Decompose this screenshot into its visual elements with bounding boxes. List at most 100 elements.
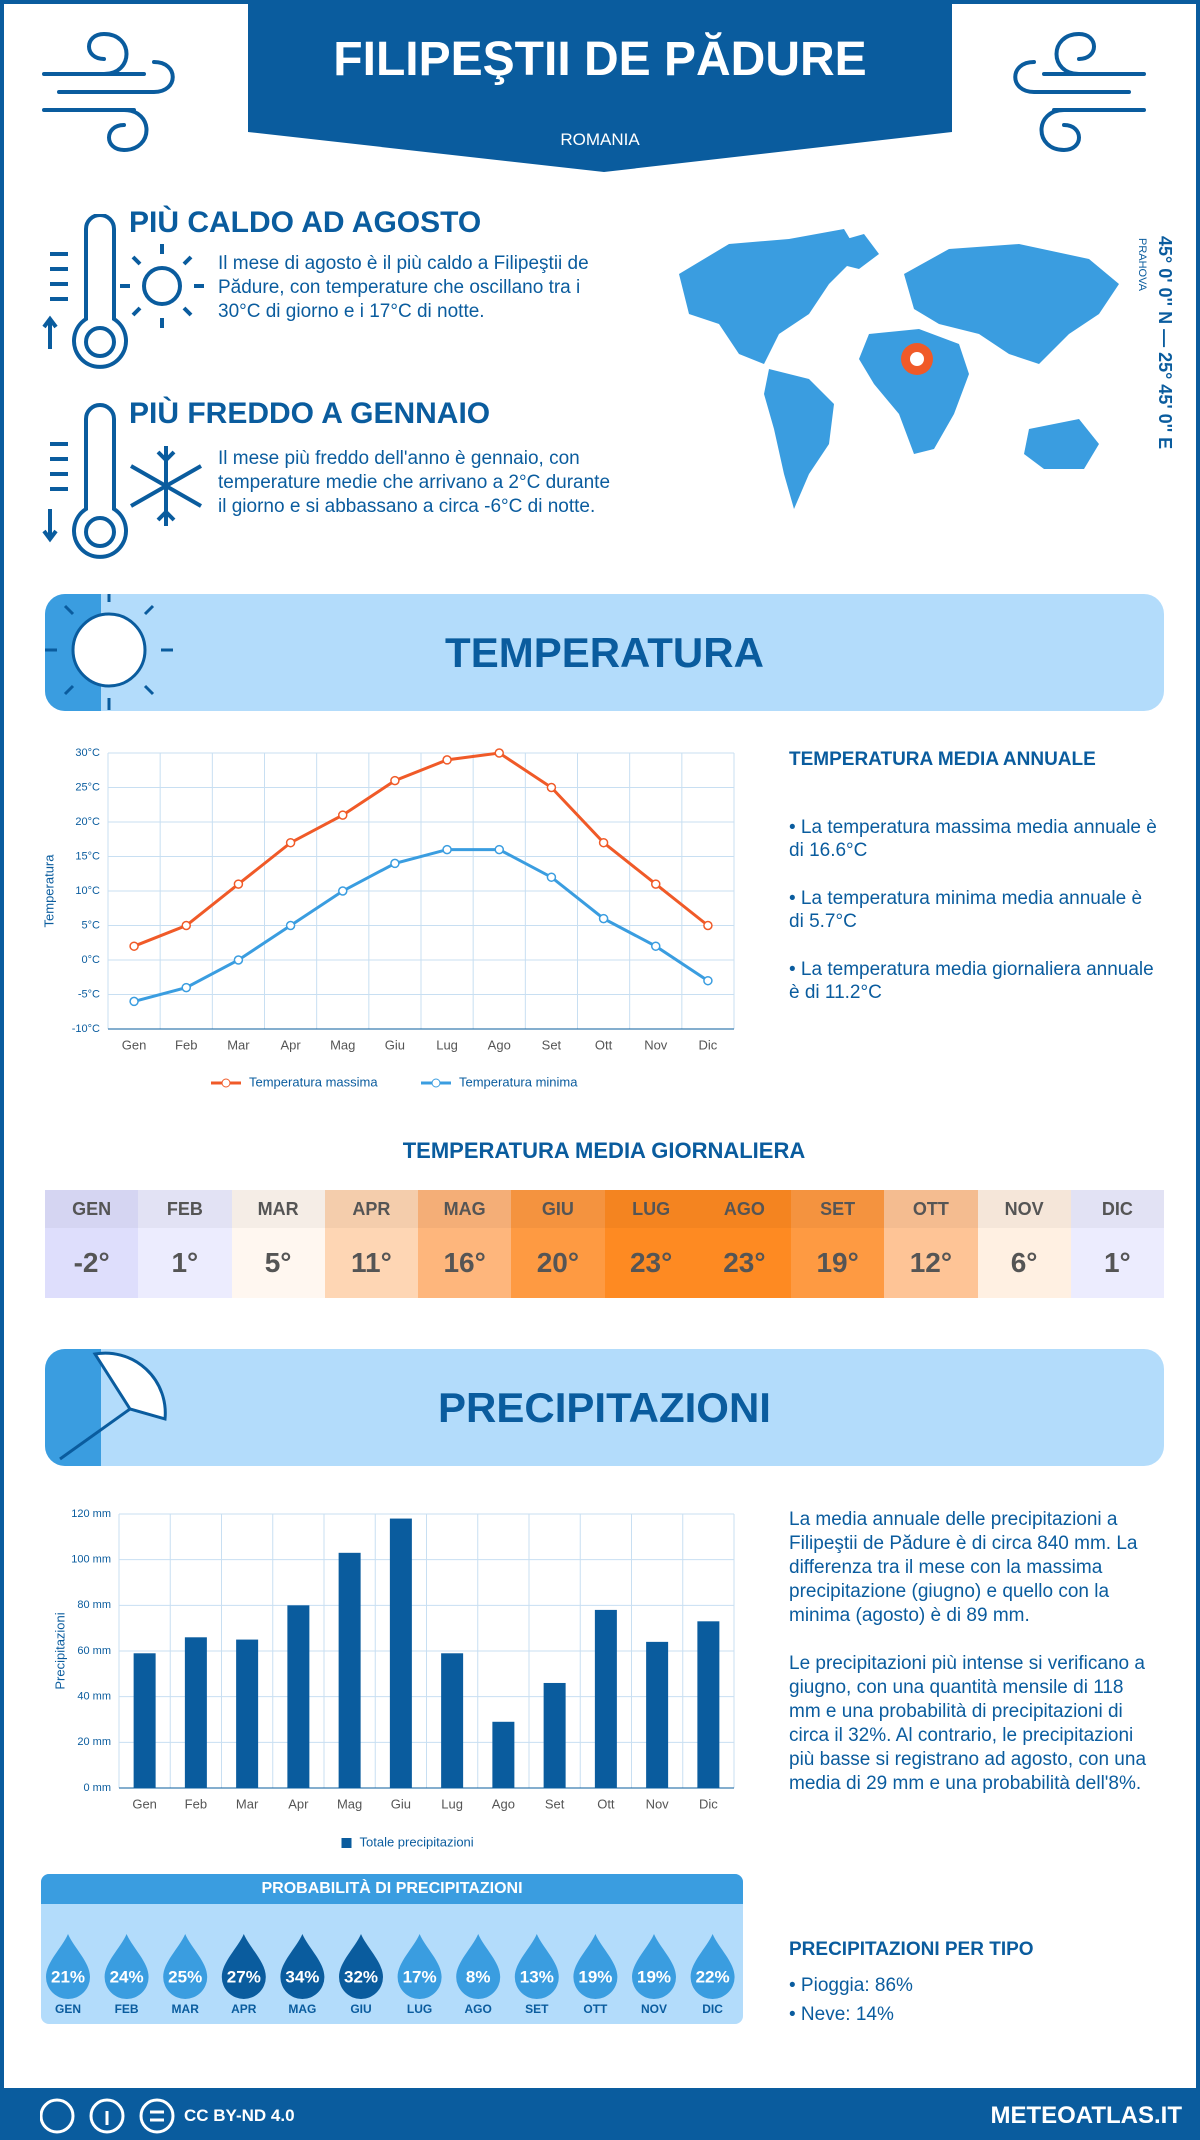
x-tick-label: Feb	[185, 1796, 207, 1811]
point	[546, 782, 557, 793]
x-tick-label: Giu	[385, 1037, 405, 1052]
legend-label: Temperatura massima	[249, 1074, 378, 1089]
bar	[594, 1609, 617, 1788]
x-tick-label: Nov	[646, 1796, 670, 1811]
precipitation-text: La media annuale delle precipitazioni a …	[789, 1508, 1149, 1820]
legend-point	[221, 1078, 231, 1088]
bar	[338, 1552, 361, 1788]
x-tick-label: Ago	[492, 1796, 515, 1811]
header-shape	[42, 4, 1146, 172]
y-tick-label: 5°C	[82, 919, 101, 931]
y-tick-label: 100 mm	[71, 1554, 111, 1566]
x-tick-label: Mag	[330, 1037, 355, 1052]
y-axis-label: Temperatura	[41, 854, 56, 928]
month-value: 23°	[604, 1228, 698, 1298]
x-tick-label: Lug	[441, 1796, 463, 1811]
x-tick-label: Mar	[227, 1037, 250, 1052]
month-header: AGO	[697, 1190, 791, 1228]
y-tick-label: 60 mm	[77, 1645, 111, 1657]
month-value: 12°	[884, 1228, 978, 1298]
y-tick-label: 80 mm	[77, 1599, 111, 1611]
bar	[236, 1639, 259, 1788]
y-tick-label: 40 mm	[77, 1691, 111, 1703]
x-tick-label: Dic	[699, 1037, 718, 1052]
legend-label: Temperatura minima	[459, 1074, 578, 1089]
world-map	[679, 229, 1119, 509]
point	[651, 879, 661, 889]
y-tick-label: 120 mm	[71, 1508, 111, 1520]
daily-title: TEMPERATURA MEDIA GIORNALIERA	[402, 1138, 806, 1163]
point	[390, 858, 400, 869]
point	[442, 844, 452, 855]
month-header: LUG	[604, 1190, 698, 1228]
paragraph: La media annuale delle precipitazioni a …	[789, 1509, 1138, 1626]
region: PRAHOVA	[1136, 238, 1148, 291]
section-title: PRECIPITAZIONI	[438, 1384, 771, 1431]
bar	[646, 1641, 669, 1788]
hottest-title: PIÙ CALDO AD AGOSTO	[129, 206, 482, 239]
point	[703, 920, 713, 931]
stat: • La temperatura massima media annuale è…	[789, 817, 1157, 861]
month-value: 11°	[324, 1228, 418, 1298]
point	[546, 872, 557, 882]
month-value: 19°	[791, 1228, 885, 1298]
point	[129, 996, 139, 1007]
section-title: TEMPERATURA	[445, 629, 764, 676]
legend-point	[431, 1078, 441, 1088]
coldest-title: PIÙ FREDDO A GENNAIO	[129, 397, 491, 430]
month-header: APR	[324, 1190, 418, 1228]
coordinates: 45° 0' 0'' N — 25° 45' 0'' E	[1155, 236, 1175, 450]
y-tick-label: 0 mm	[84, 1782, 112, 1794]
x-tick-label: Mag	[337, 1796, 362, 1811]
line	[133, 751, 709, 948]
month-header: MAG	[418, 1190, 512, 1228]
fact-icons	[42, 214, 204, 559]
temperature-band: TEMPERATURA	[45, 594, 1164, 711]
legend-swatch	[341, 1838, 352, 1848]
y-tick-label: 10°C	[75, 885, 100, 897]
month-header: SET	[791, 1190, 885, 1228]
y-tick-label: 30°C	[75, 747, 100, 759]
x-tick-label: Ago	[488, 1037, 511, 1052]
y-tick-label: 25°C	[75, 781, 100, 793]
point	[390, 775, 400, 786]
point	[598, 837, 609, 848]
point	[129, 941, 139, 951]
bar	[389, 1518, 412, 1788]
point	[494, 748, 504, 758]
point	[651, 941, 661, 951]
x-tick-label: Apr	[288, 1796, 309, 1811]
footer: CC BY-ND 4.0 METEOATLAS.IT	[4, 2088, 1196, 2140]
bar	[543, 1682, 566, 1788]
coldest-text: Il mese più freddo dell'anno è gennaio, …	[218, 448, 611, 517]
month-value: 23°	[697, 1228, 791, 1298]
point	[285, 920, 296, 931]
y-axis-label: Precipitazioni	[52, 1612, 67, 1689]
bar	[441, 1653, 464, 1788]
x-tick-label: Giu	[391, 1796, 411, 1811]
y-tick-label: -5°C	[78, 988, 100, 1000]
license: CC BY-ND 4.0	[184, 2106, 295, 2125]
x-tick-label: Mar	[236, 1796, 259, 1811]
city-title: FILIPEŞTII DE PĂDURE	[333, 33, 867, 86]
point	[285, 837, 296, 848]
month-value: -2°	[45, 1228, 139, 1298]
hottest-text: Il mese di agosto è il più caldo a Filip…	[218, 253, 589, 322]
legend-label: Totale precipitazioni	[360, 1834, 474, 1849]
types-title: PRECIPITAZIONI PER TIPO	[789, 1939, 1034, 1960]
x-tick-label: Set	[542, 1037, 562, 1052]
daily-table: GEN -2° FEB 1° MAR 5° APR 11° MAG 16° GIU 20° LUG 23°…	[45, 1190, 1164, 1298]
month-value: 20°	[511, 1228, 605, 1298]
x-tick-label: Gen	[122, 1037, 147, 1052]
x-tick-label: Set	[545, 1796, 565, 1811]
paragraph: Le precipitazioni più intense si verific…	[789, 1653, 1147, 1794]
month-header: DIC	[1070, 1190, 1164, 1228]
precipitation-band: PRECIPITAZIONI	[45, 1349, 1164, 1466]
month-header: GEN	[45, 1190, 139, 1228]
month-header: MAR	[231, 1190, 325, 1228]
bar	[492, 1721, 515, 1788]
y-tick-label: 0°C	[82, 954, 101, 966]
x-tick-label: Dic	[699, 1796, 718, 1811]
stat: • La temperatura minima media annuale è …	[789, 888, 1143, 932]
